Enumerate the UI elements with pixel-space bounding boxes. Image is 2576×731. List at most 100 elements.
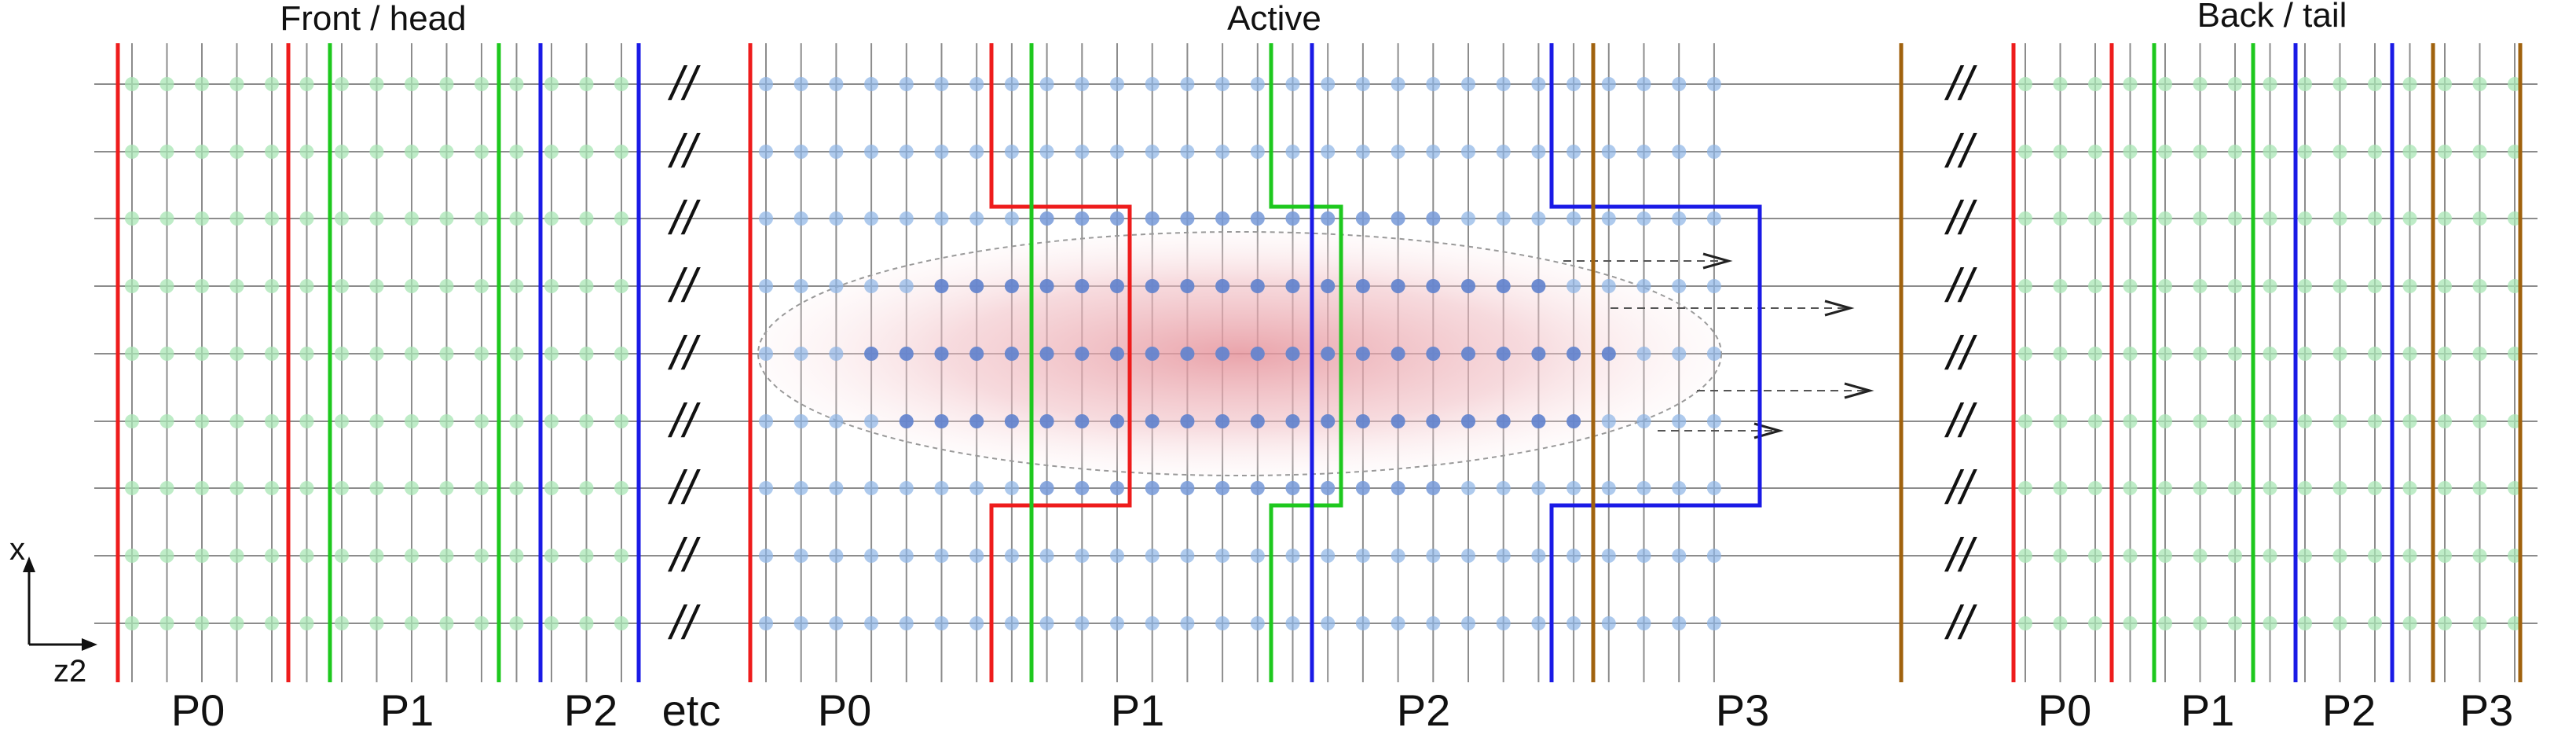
motion-arrow-head-icon [1753,422,1784,439]
grid-point-in-bunch [1321,414,1336,428]
grid-point [2368,481,2382,495]
grid-point [439,549,454,563]
grid-point [335,616,349,630]
grid-point [2053,414,2068,428]
grid-point-in-bunch [1145,211,1160,226]
grid-point [335,414,349,428]
label-back-p3: P3 [2460,685,2514,731]
grid-point [2298,145,2312,159]
grid-point [829,481,844,495]
grid-point [2438,279,2452,293]
grid-point [475,145,489,159]
grid-point [1426,549,1441,563]
grid-point-in-bunch [1215,414,1230,428]
grid-point [2402,279,2417,293]
grid-point [544,347,559,361]
grid-point [864,481,879,495]
grid-point [864,211,879,226]
grid-point [1601,211,1616,226]
grid-point [759,616,773,630]
grid-point-in-bunch [1215,481,1230,495]
grid-point [2088,414,2102,428]
grid-point [1039,77,1054,91]
grid-point [1391,145,1405,159]
grid-point [2193,481,2208,495]
grid-point [1636,279,1651,293]
grid-point [195,481,209,495]
grid-point [439,414,454,428]
grid-point [2472,145,2487,159]
grid-point [1039,549,1054,563]
grid-point [544,549,559,563]
grid-point [1285,616,1300,630]
grid-point [579,616,594,630]
grid-point-in-bunch [1004,414,1019,428]
grid-point [475,279,489,293]
grid-point [335,77,349,91]
grid-point [1215,77,1230,91]
grid-point [159,414,174,428]
grid-point-in-bunch [1496,414,1511,428]
grid-point [2123,211,2138,226]
grid-point [1566,145,1581,159]
grid-point [969,549,984,563]
grid-point [1531,616,1546,630]
grid-point [439,211,454,226]
grid-point [2193,145,2208,159]
grid-point [2228,77,2242,91]
grid-point-in-bunch [1145,414,1160,428]
grid-point [2123,414,2138,428]
grid-point [2123,77,2138,91]
grid-point [1321,77,1336,91]
grid-point [1215,549,1230,563]
grid-point-in-bunch [1075,414,1090,428]
grid-point [369,77,384,91]
grid-point [2123,616,2138,630]
grid-point [1180,616,1195,630]
motion-arrow-head-icon [1702,252,1733,270]
grid-point-in-bunch [1321,347,1336,361]
boundary-active-p2-right [1549,43,1762,682]
grid-point [2263,77,2277,91]
grid-point [229,481,244,495]
grid-point [475,481,489,495]
grid-point [2263,414,2277,428]
label-active-p3: P3 [1716,685,1770,731]
break-mark: // [1944,395,1977,447]
grid-point [2263,347,2277,361]
grid-point [2438,616,2452,630]
grid-point [159,211,174,226]
grid-point [793,549,808,563]
title-back: Back / tail [2197,0,2347,35]
grid-point [195,279,209,293]
grid-point [439,145,454,159]
grid-point [2368,145,2382,159]
grid-point [1672,145,1687,159]
grid-point [759,145,773,159]
grid-point [2263,481,2277,495]
grid-point [2368,347,2382,361]
grid-point-in-bunch [1461,279,1475,293]
grid-point [579,279,594,293]
boundary-active-p1-right [1269,43,1343,682]
label-active-p2: P2 [1397,685,1451,731]
break-mark: // [1944,327,1977,380]
break-mark: // [667,395,701,447]
grid-point-in-bunch [1110,481,1124,495]
grid-point [614,279,628,293]
grid-point [195,77,209,91]
grid-point [2193,279,2208,293]
break-mark: // [667,125,701,178]
grid-point [759,347,773,361]
grid-point [544,481,559,495]
label-active-p1: P1 [1111,685,1165,731]
grid-point-in-bunch [1180,347,1195,361]
grid-point [439,616,454,630]
grid-point [1601,616,1616,630]
grid-point [1496,549,1511,563]
grid-point [2332,481,2347,495]
break-mark: // [1944,529,1977,582]
grid-point [1110,77,1124,91]
grid-point [969,145,984,159]
